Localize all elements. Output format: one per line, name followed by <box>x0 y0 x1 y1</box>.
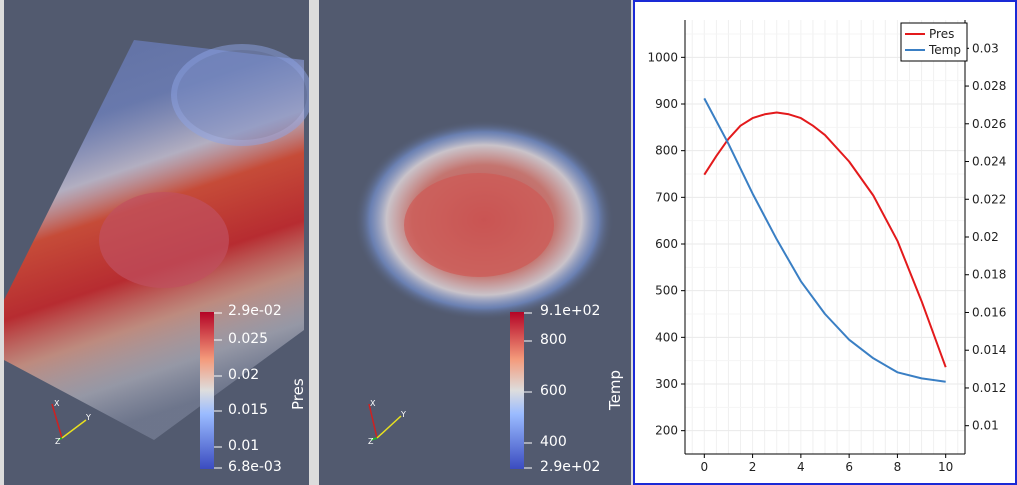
inner-disk <box>99 192 229 288</box>
left-tick-label: 500 <box>655 284 678 298</box>
colorbar-label: 0.02 <box>228 367 260 383</box>
render-view-temp[interactable]: X Y Z 9.1e+02 800 600 400 2.9e+02 Temp <box>319 0 631 485</box>
legend-label-pres: Pres <box>929 27 954 41</box>
colorbar-title: Pres <box>289 378 307 410</box>
left-tick-label: 700 <box>655 190 678 204</box>
x-tick-label: 6 <box>845 460 853 474</box>
colorbar-label: 0.01 <box>228 438 260 454</box>
legend <box>900 22 968 62</box>
right-tick-label: 0.014 <box>972 343 1006 357</box>
colorbar-label-max: 9.1e+02 <box>540 303 601 319</box>
right-tick-label: 0.01 <box>972 419 999 433</box>
line-chart: 200 300 400 500 600 700 800 900 1000 0.01 0.012 0.0… <box>647 20 1006 474</box>
volume-render-temp: X Y Z <box>354 120 614 469</box>
right-tick-label: 0.028 <box>972 79 1006 93</box>
x-tick-label: 0 <box>700 460 708 474</box>
x-tick-label: 8 <box>894 460 902 474</box>
right-tick-label: 0.018 <box>972 268 1006 282</box>
left-tick-label: 800 <box>655 144 678 158</box>
colorbar-temp <box>510 312 524 469</box>
left-tick-label: 1000 <box>647 50 678 64</box>
left-tick-label: 300 <box>655 377 678 391</box>
legend-label-temp: Temp <box>928 43 961 57</box>
x-tick-label: 2 <box>749 460 757 474</box>
right-tick-label: 0.016 <box>972 305 1006 319</box>
left-tick-label: 400 <box>655 330 678 344</box>
colorbar-title: Temp <box>606 370 624 410</box>
right-tick-label: 0.02 <box>972 230 999 244</box>
right-tick-label: 0.012 <box>972 381 1006 395</box>
svg-text:Y: Y <box>400 410 406 419</box>
svg-text:Z: Z <box>368 437 374 446</box>
colorbar-label: 0.025 <box>228 331 269 347</box>
x-tick-label: 4 <box>797 460 805 474</box>
series-line-temp <box>703 97 946 383</box>
inner-disk <box>404 173 554 277</box>
colorbar-label-min: 6.8e-03 <box>228 459 282 475</box>
svg-text:Z: Z <box>55 437 61 446</box>
colorbar-label-min: 2.9e+02 <box>540 459 601 475</box>
right-tick-label: 0.024 <box>972 155 1006 169</box>
colorbar-label: 400 <box>540 434 567 450</box>
series-line-pres <box>703 111 947 368</box>
colorbar-label: 800 <box>540 332 567 348</box>
svg-text:Y: Y <box>85 413 91 422</box>
colorbar-label: 0.015 <box>228 402 269 418</box>
render-view-pres[interactable]: X Y Z 2.9e-02 0.025 0.02 0.015 0.01 6.8e… <box>4 0 309 485</box>
svg-text:X: X <box>370 399 376 408</box>
cylinder-top-opening <box>171 44 309 146</box>
colorbar-label: 600 <box>540 383 567 399</box>
colorbar-label-max: 2.9e-02 <box>228 303 282 319</box>
axes-triad: X Y Z <box>51 399 91 446</box>
right-tick-label: 0.022 <box>972 192 1006 206</box>
left-tick-label: 600 <box>655 237 678 251</box>
view-separator[interactable] <box>309 0 319 485</box>
colorbar-pres <box>200 312 214 469</box>
right-tick-label: 0.03 <box>972 41 999 55</box>
view-separator[interactable] <box>631 0 633 485</box>
volume-render-pres: X Y Z <box>4 40 309 469</box>
x-tick-label: 10 <box>938 460 953 474</box>
line-chart-view[interactable]: 200 300 400 500 600 700 800 900 1000 0.01 0.012 0.0… <box>633 0 1017 485</box>
svg-text:X: X <box>54 399 60 408</box>
left-tick-label: 200 <box>655 424 678 438</box>
left-tick-label: 900 <box>655 97 678 111</box>
axes-triad: X Y Z <box>368 399 406 446</box>
right-tick-label: 0.026 <box>972 117 1006 131</box>
